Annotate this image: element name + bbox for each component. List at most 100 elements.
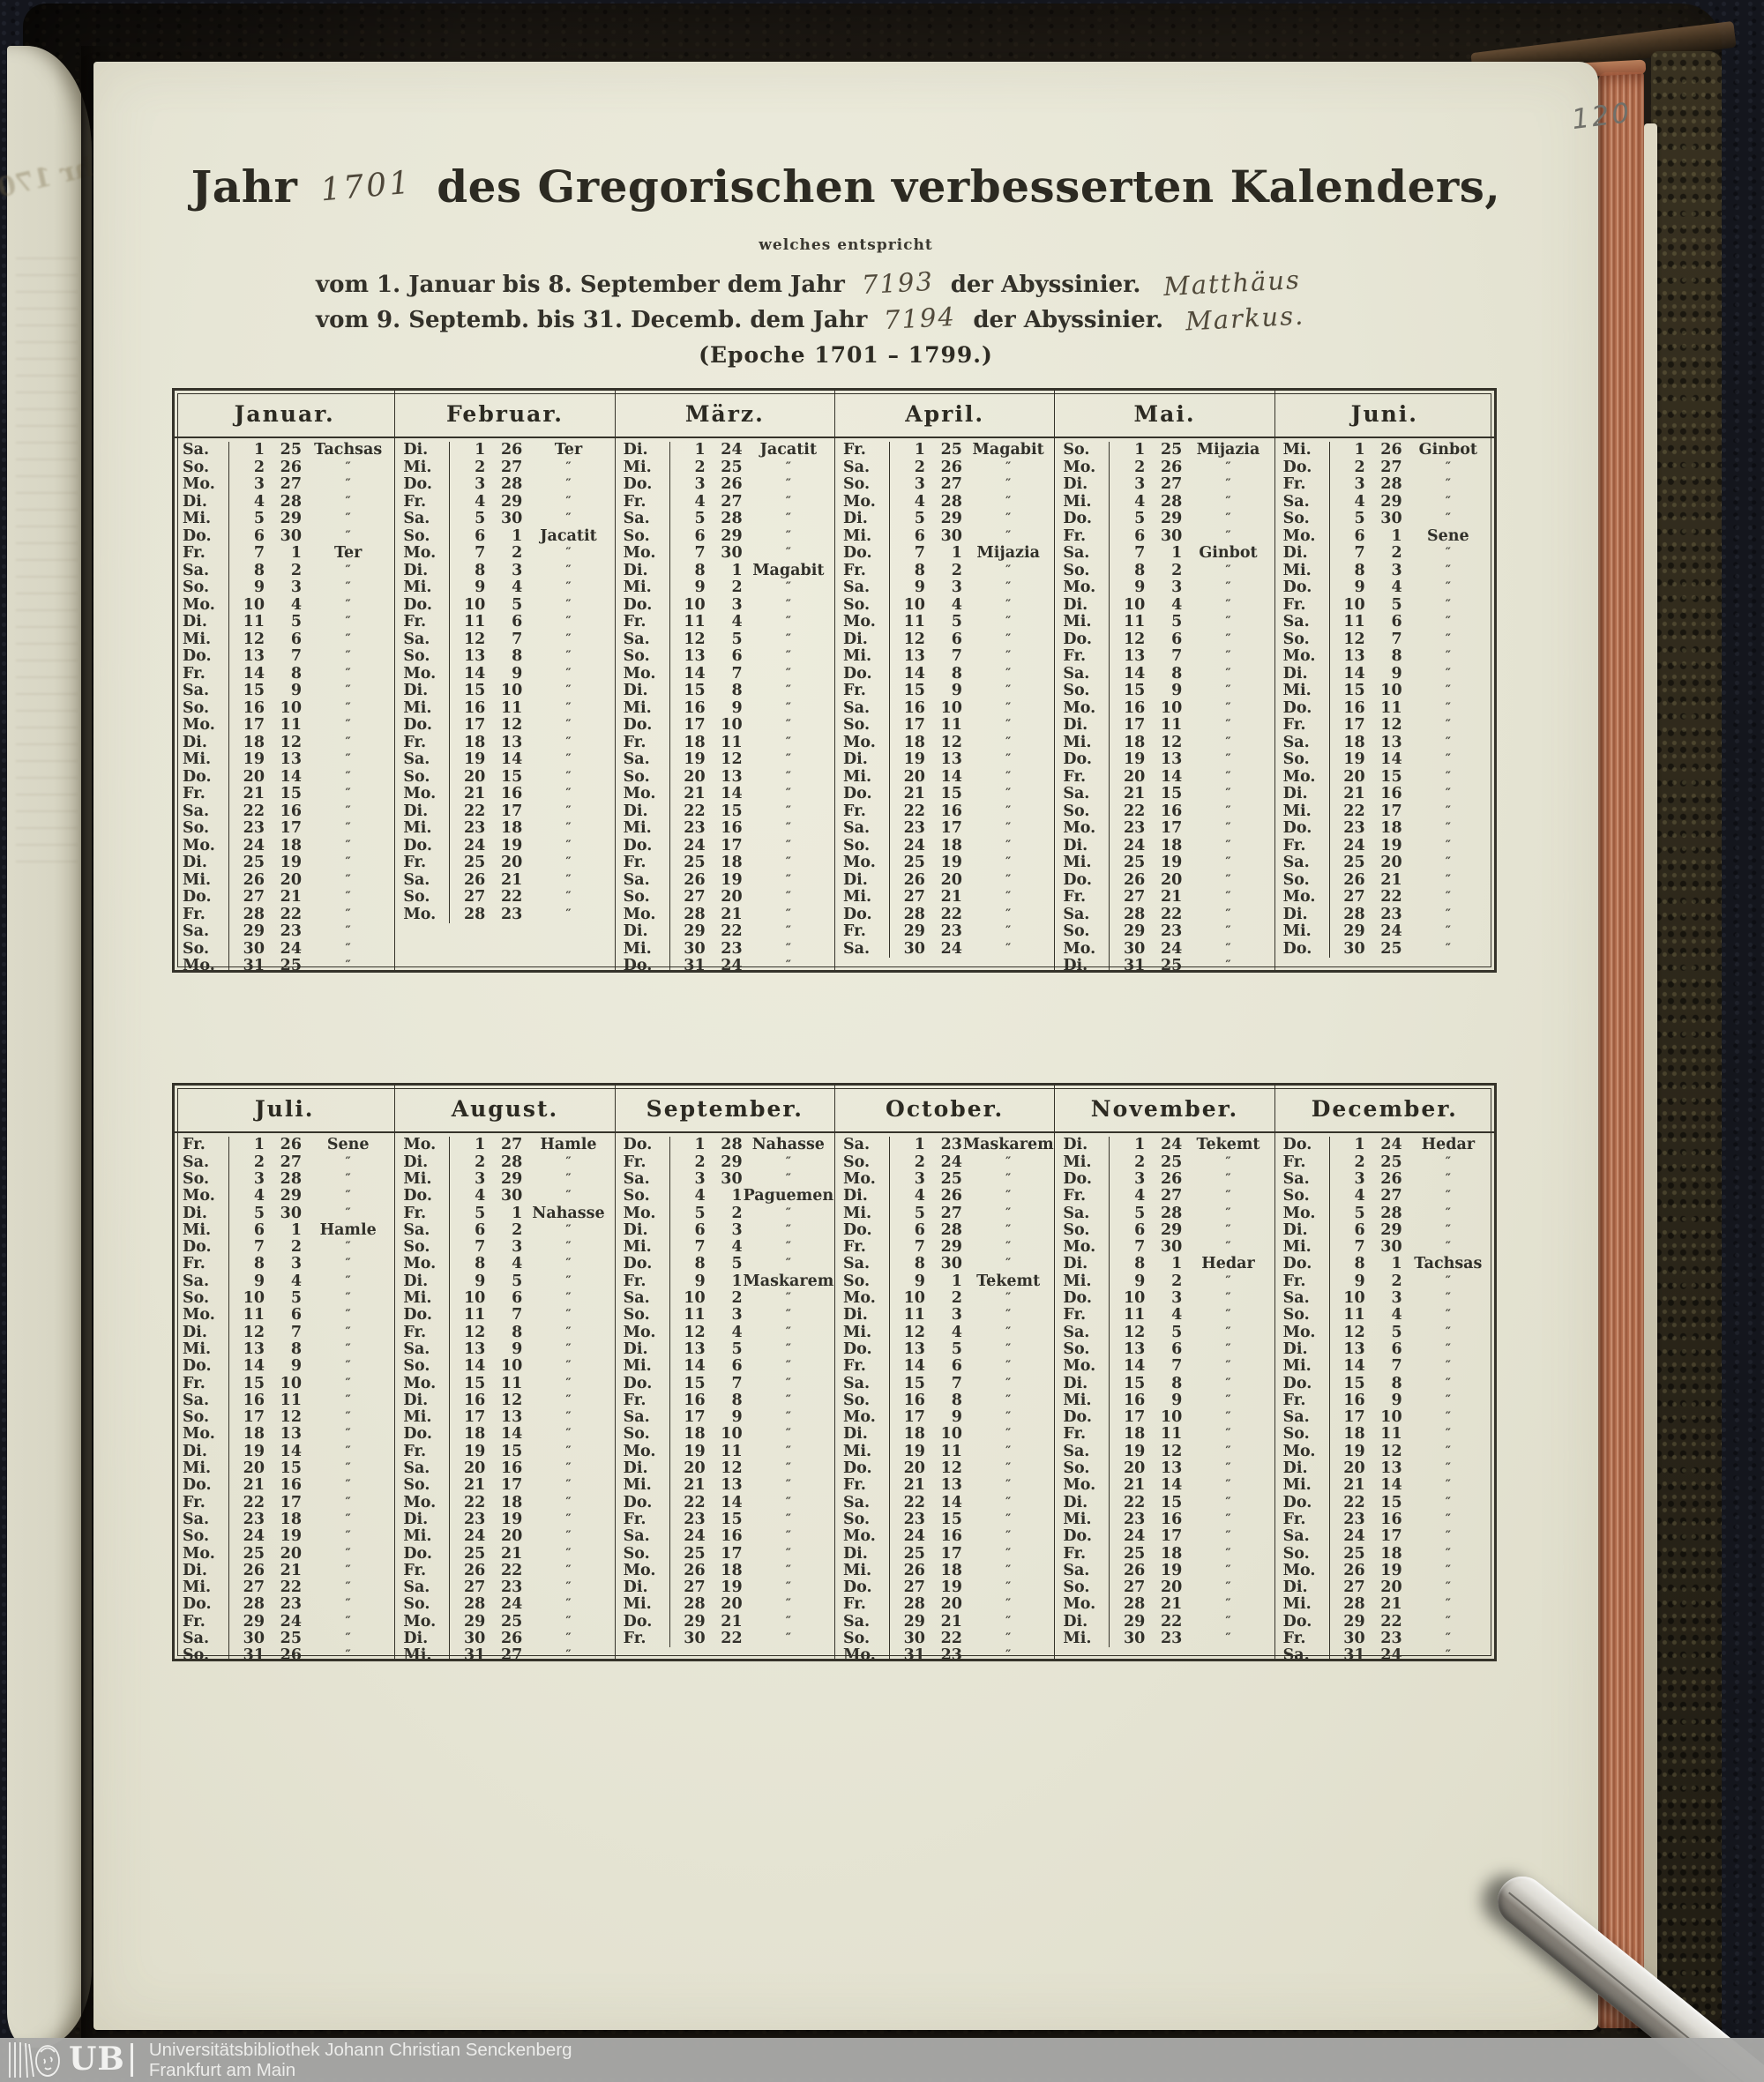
month-label-cell: ″ [345, 1291, 351, 1306]
calendar-day-row: Mo. 4 29 ″ [175, 1187, 394, 1205]
weekday-cell: Do. [1275, 459, 1330, 477]
gregorian-day-cell: 3 [1354, 1169, 1365, 1188]
month-label-cell: ″ [565, 752, 572, 767]
calendar-day-row: Do. 6 28 ″ [835, 1221, 1054, 1240]
gregorian-day-cell: 15 [684, 1374, 706, 1392]
calendar-day-row: Do. 27 19 ″ [835, 1578, 1054, 1597]
gregorian-day-cell: 27 [684, 1578, 706, 1597]
month-label-cell: ″ [1445, 1529, 1451, 1544]
weekday-cell: Do. [395, 837, 451, 855]
abyssinian-day-cell: 5 [731, 630, 743, 648]
month-label-cell: ″ [1005, 1546, 1012, 1561]
abyssinian-day-cell: 1 [731, 1272, 743, 1290]
gregorian-day-cell: 15 [243, 1374, 265, 1392]
abyssinian-day-cell: 26 [500, 1630, 523, 1647]
abyssinian-day-cell: 28 [1380, 475, 1402, 494]
abyssinian-day-cell: 21 [1160, 888, 1183, 907]
gregorian-day-cell: 28 [903, 1595, 925, 1614]
abyssinian-day-cell: 26 [500, 441, 523, 459]
gregorian-day-cell: 5 [253, 1204, 265, 1222]
gregorian-day-cell: 26 [1123, 1561, 1146, 1579]
weekday-cell: Fr. [1275, 1511, 1330, 1529]
month-label-cell: ″ [1445, 1222, 1451, 1237]
weekday-cell: So. [1275, 871, 1330, 890]
weekday-cell: Sa. [616, 631, 670, 649]
weekday-cell: So. [835, 1392, 890, 1410]
month-label-cell: ″ [785, 1427, 791, 1442]
month-label-cell: ″ [345, 1240, 351, 1255]
month-label-cell: ″ [1005, 1341, 1012, 1356]
weekday-cell: Sa. [835, 1375, 890, 1392]
gregorian-day-cell: 20 [1123, 1459, 1146, 1478]
calendar-day-row: Sa. 10 3 ″ [1275, 1289, 1494, 1308]
month-label-cell: ″ [1445, 1240, 1451, 1255]
weekday-cell: Fr. [395, 1205, 451, 1222]
month-column: Fr. 1 26 Sene Sa. 2 27 ″ So. 3 28 ″ Mo. 4 29 ″ Di. 5 30 ″ Mi… [175, 1133, 394, 1659]
gregorian-day-cell: 9 [1354, 578, 1365, 597]
gregorian-day-cell: 27 [463, 1578, 486, 1597]
gregorian-day-cell: 12 [1343, 630, 1365, 648]
calendar-day-row: Mo. 22 18 ″ [395, 1494, 614, 1511]
calendar-day-row: So. 11 3 ″ [616, 1307, 834, 1325]
weekday-cell: Do. [395, 476, 451, 494]
abyssinian-day-cell: 7 [731, 664, 743, 683]
gregorian-day-cell: 12 [463, 1323, 486, 1341]
abyssinian-day-cell: 1 [290, 1220, 302, 1239]
gregorian-day-cell: 11 [1123, 1306, 1146, 1325]
abyssinian-day-cell: 18 [1380, 1544, 1402, 1563]
month-label-cell: ″ [565, 1563, 572, 1578]
month-label-cell: ″ [785, 683, 791, 698]
calendar-day-row: Mo. 11 5 ″ [835, 614, 1054, 631]
weekday-cell: Mi. [1275, 1477, 1330, 1495]
calendar-day-row: Do. 3 26 ″ [1055, 1170, 1274, 1189]
month-label-cell: ″ [565, 563, 572, 578]
weekday-cell: Mo. [175, 837, 229, 855]
abyssinian-day-cell: 12 [500, 716, 523, 735]
calendar-day-row: Mi. 2 27 ″ [395, 459, 614, 477]
month-label-cell: ″ [1225, 1631, 1231, 1645]
weekday-cell: Fr. [395, 493, 451, 511]
month-label-cell: ″ [1005, 528, 1012, 543]
weekday-cell: Do. [175, 527, 229, 546]
month-label-cell: ″ [785, 1392, 791, 1407]
weekday-cell: Sa. [1275, 1646, 1330, 1659]
weekday-cell: Sa. [175, 1392, 229, 1410]
weekday-cell: Sa. [1055, 1324, 1110, 1341]
weekday-cell: Mo. [616, 1562, 670, 1580]
month-label-cell: ″ [565, 1257, 572, 1272]
gregorian-day-cell: 24 [903, 1527, 925, 1546]
gregorian-day-cell: 17 [1123, 716, 1146, 735]
weekday-cell: Fr. [835, 1596, 890, 1614]
weekday-cell: Mo. [1275, 1443, 1330, 1461]
month-label-cell: ″ [1225, 528, 1231, 543]
abyssinian-day-cell: 30 [280, 526, 302, 545]
month-label-cell: ″ [1005, 459, 1012, 474]
month-label-cell: ″ [1445, 1478, 1451, 1493]
gregorian-day-cell: 3 [914, 1169, 925, 1188]
weekday-cell: So. [1055, 683, 1110, 700]
gregorian-day-cell: 20 [903, 767, 925, 786]
abyssinian-day-cell: 5 [731, 1339, 743, 1358]
calendar-day-row: Mi. 26 20 ″ [175, 871, 394, 890]
weekday-cell: Fr. [1275, 1630, 1330, 1648]
weekday-cell: Sa. [835, 940, 890, 959]
month-label-cell: ″ [1225, 1511, 1231, 1526]
gregorian-day-cell: 30 [1343, 1630, 1365, 1647]
gregorian-day-cell: 23 [684, 819, 706, 838]
month-label-cell: ″ [1225, 1341, 1231, 1356]
gregorian-day-cell: 20 [463, 1459, 486, 1478]
gregorian-day-cell: 13 [1343, 1339, 1365, 1358]
month-label-cell: ″ [345, 959, 351, 970]
month-label-cell: ″ [1225, 1580, 1231, 1595]
gregorian-day-cell: 9 [914, 578, 925, 597]
weekday-cell: Sa. [835, 1256, 890, 1273]
month-label-cell: ″ [1445, 580, 1451, 595]
month-label-cell: ″ [565, 1291, 572, 1306]
abyssinian-day-cell: 3 [290, 578, 302, 597]
gregorian-day-cell: 29 [684, 922, 706, 941]
abyssinian-day-cell: 7 [1391, 1357, 1402, 1376]
gregorian-day-cell: 3 [1134, 475, 1146, 494]
weekday-cell: So. [616, 648, 670, 666]
abyssinian-day-cell: 30 [1380, 510, 1402, 528]
month-label-cell: ″ [1445, 855, 1451, 870]
